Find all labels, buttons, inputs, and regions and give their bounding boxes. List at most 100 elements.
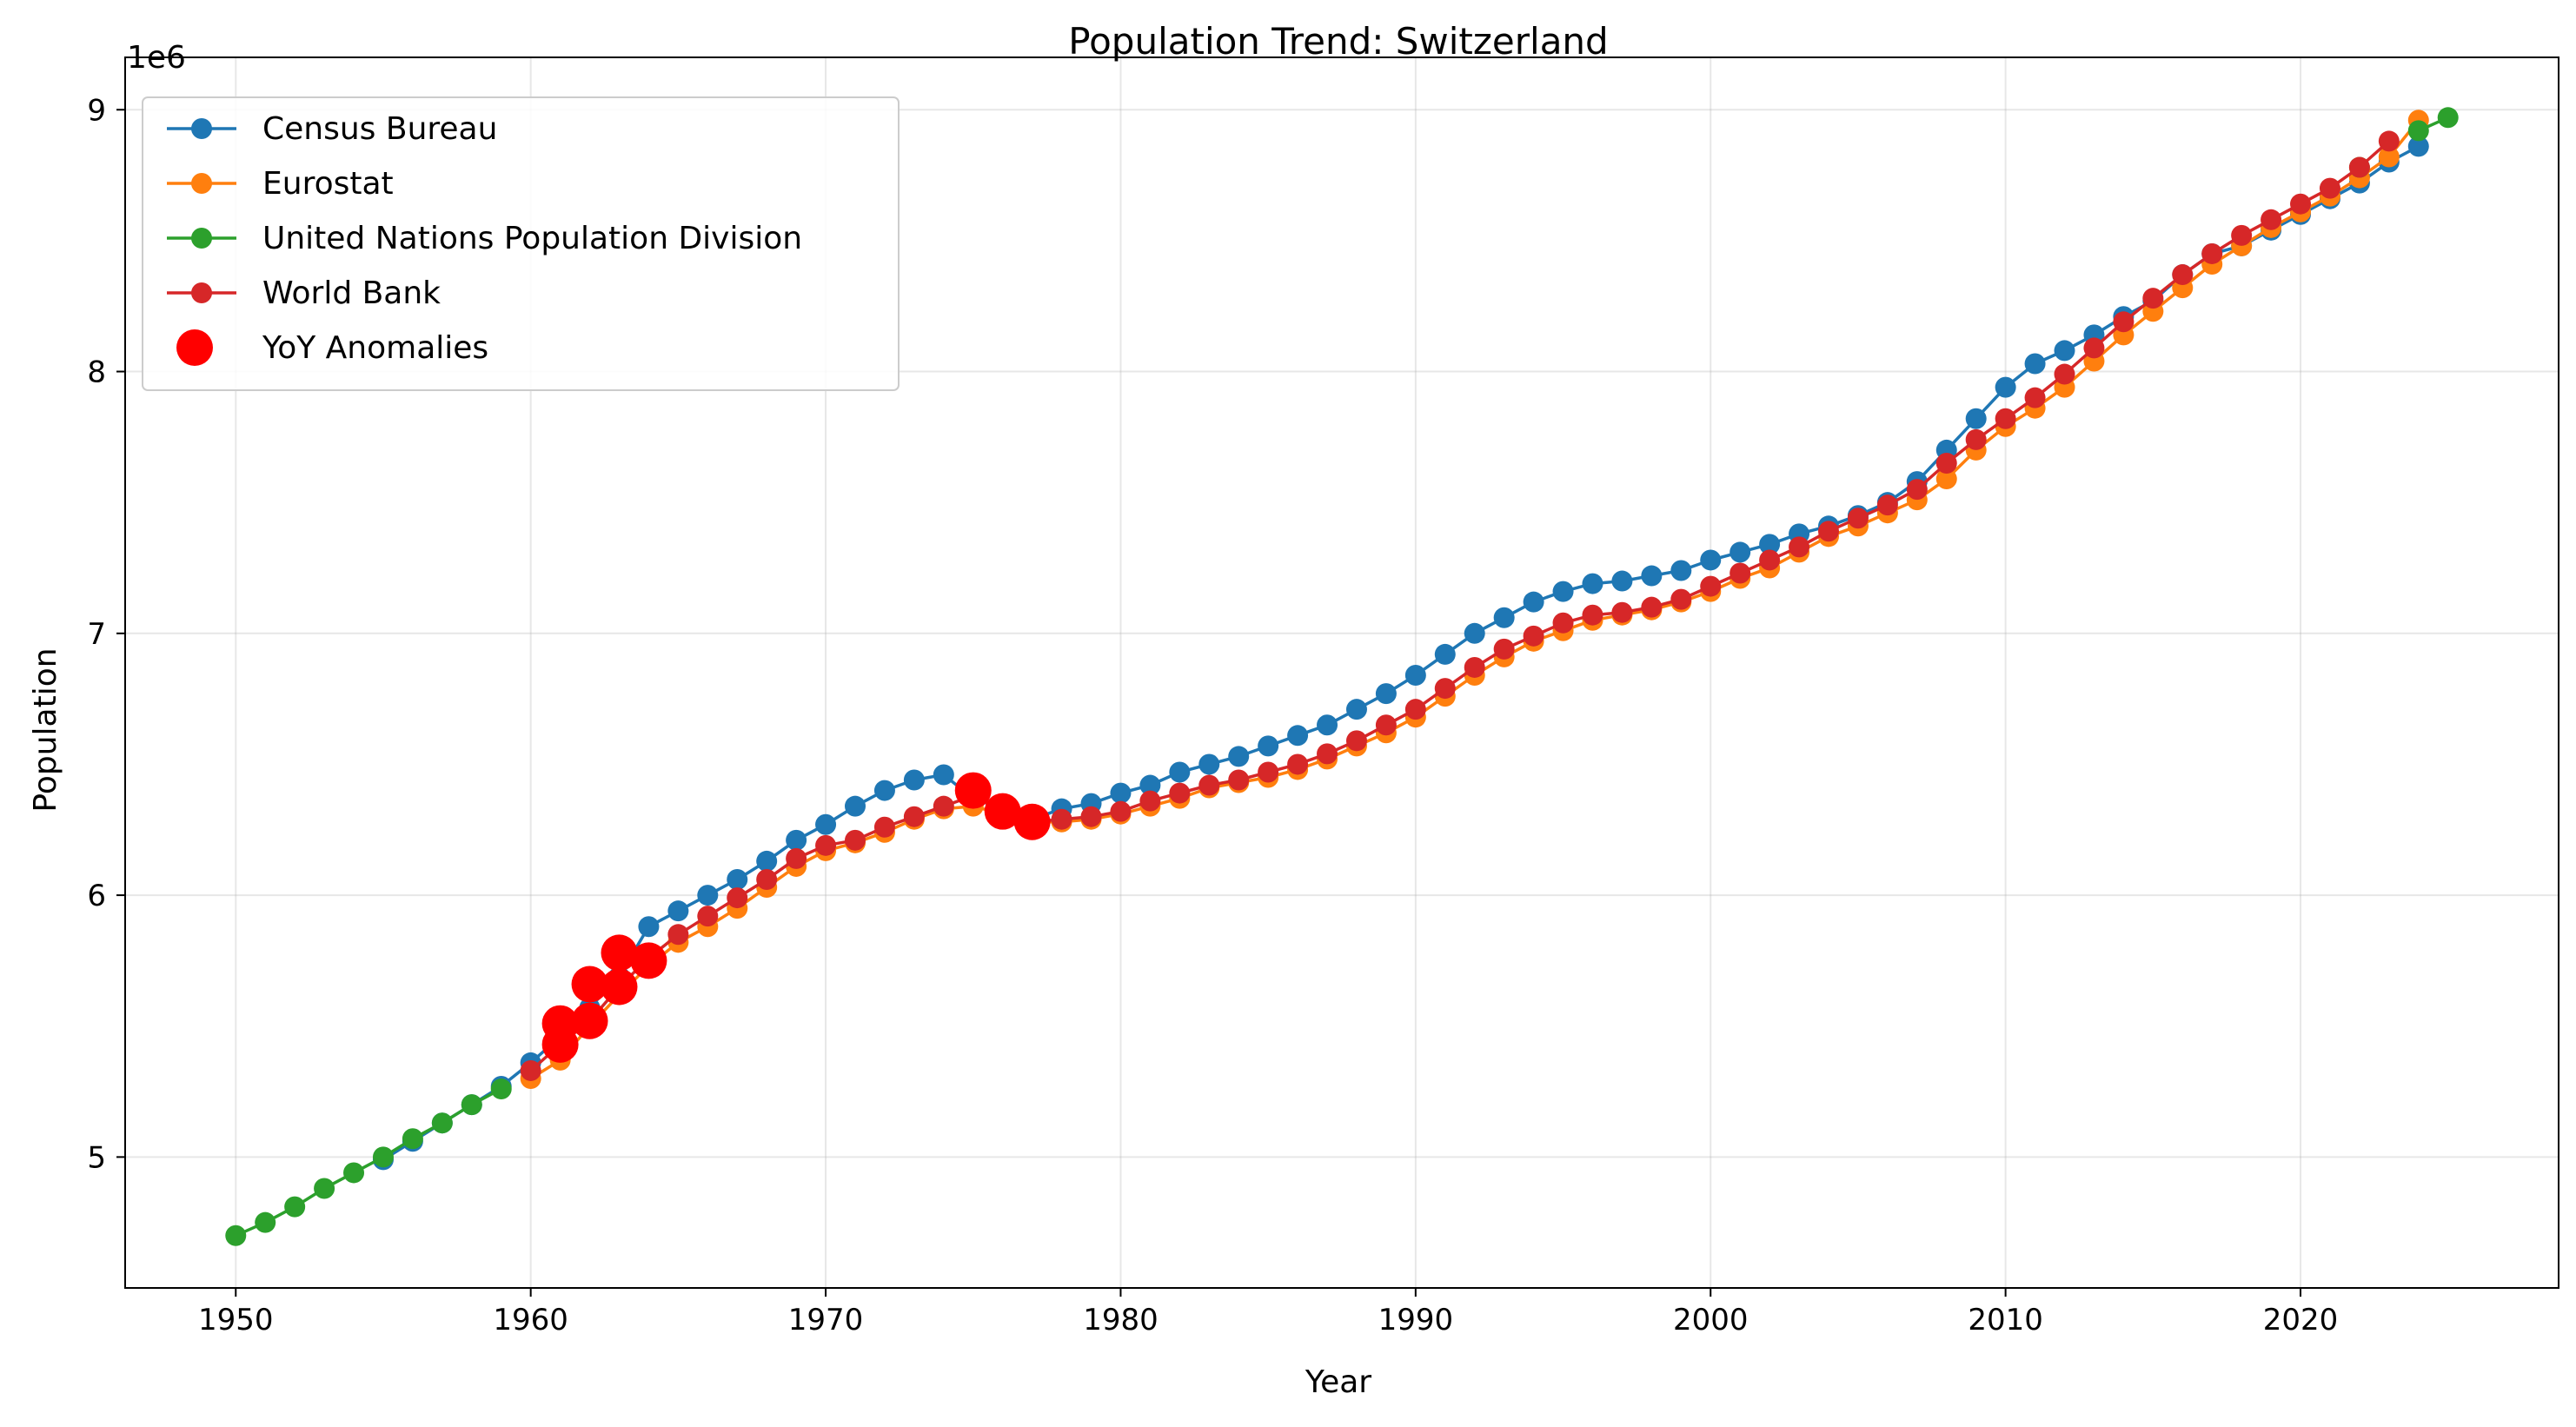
data-point-census-bureau xyxy=(786,829,807,851)
data-point-census-bureau xyxy=(1700,549,1722,571)
data-point-census-bureau xyxy=(1493,607,1515,628)
data-point-census-bureau xyxy=(1169,761,1191,783)
data-point-world-bank xyxy=(1995,408,2016,429)
data-point-eurostat xyxy=(2378,146,2400,168)
x-tick-label: 1980 xyxy=(1083,1303,1159,1337)
data-point-united-nations-population-division xyxy=(490,1079,512,1100)
anomaly-point xyxy=(954,772,992,809)
data-point-world-bank xyxy=(873,816,895,838)
data-point-census-bureau xyxy=(1228,746,1250,767)
y-axis-offset-text: 1e6 xyxy=(127,40,186,76)
data-point-world-bank xyxy=(2172,264,2194,286)
data-point-census-bureau xyxy=(1582,573,1603,594)
anomaly-point xyxy=(541,1005,579,1042)
data-point-census-bureau xyxy=(815,813,837,835)
data-point-census-bureau xyxy=(1287,725,1309,747)
data-point-world-bank xyxy=(1582,604,1603,626)
data-point-world-bank xyxy=(756,869,778,891)
data-point-world-bank xyxy=(903,806,925,827)
data-point-census-bureau xyxy=(1434,643,1456,665)
data-point-world-bank xyxy=(1375,714,1397,736)
data-point-census-bureau xyxy=(1404,665,1426,687)
data-point-world-bank xyxy=(1080,806,1102,827)
legend-marker-swatch xyxy=(191,228,212,249)
x-tick-label: 1950 xyxy=(198,1303,274,1337)
data-point-world-bank xyxy=(2113,311,2134,333)
data-point-world-bank xyxy=(2378,130,2400,152)
legend-entry-census-bureau: Census Bureau xyxy=(167,111,497,147)
y-tick-label: 6 xyxy=(87,879,106,913)
data-point-world-bank xyxy=(1611,601,1633,623)
anomaly-point xyxy=(571,966,608,1003)
data-point-census-bureau xyxy=(1345,699,1367,720)
data-point-united-nations-population-division xyxy=(2407,120,2429,142)
data-point-united-nations-population-division xyxy=(461,1094,482,1116)
data-point-world-bank xyxy=(1935,452,1957,474)
data-point-census-bureau xyxy=(1552,581,1574,602)
data-point-world-bank xyxy=(1523,625,1544,647)
chart-title: Population Trend: Switzerland xyxy=(1068,20,1608,63)
legend-entry-united-nations-population-division: United Nations Population Division xyxy=(167,221,802,256)
data-point-world-bank xyxy=(1287,753,1309,775)
y-tick-label: 7 xyxy=(87,617,106,652)
data-point-world-bank xyxy=(1051,808,1072,830)
legend-label: YoY Anomalies xyxy=(262,330,488,366)
data-point-world-bank xyxy=(1345,730,1367,752)
data-point-world-bank xyxy=(2083,337,2105,359)
data-point-census-bureau xyxy=(727,869,748,891)
y-tick-label: 5 xyxy=(87,1140,106,1175)
data-point-united-nations-population-division xyxy=(372,1146,394,1168)
legend: Census Bureau Eurostat United Nations Popu… xyxy=(142,96,900,391)
data-point-census-bureau xyxy=(1110,782,1132,804)
data-point-united-nations-population-division xyxy=(431,1112,453,1134)
data-point-world-bank xyxy=(2231,224,2253,246)
data-point-world-bank xyxy=(2024,387,2046,408)
legend-label: World Bank xyxy=(262,275,441,311)
data-point-world-bank xyxy=(1434,678,1456,700)
data-point-world-bank xyxy=(1198,774,1220,796)
anomaly-point xyxy=(601,934,638,972)
y-tick-label: 9 xyxy=(87,93,106,128)
data-point-united-nations-population-division xyxy=(402,1128,423,1150)
series-world-bank xyxy=(520,130,2400,1081)
x-tick-label: 1960 xyxy=(493,1303,568,1337)
data-point-world-bank xyxy=(2054,363,2075,385)
anomaly-point xyxy=(1013,803,1051,840)
data-point-census-bureau xyxy=(1670,560,1692,581)
data-point-census-bureau xyxy=(697,885,719,906)
data-point-world-bank xyxy=(1876,494,1898,516)
data-point-world-bank xyxy=(2348,156,2370,178)
data-point-world-bank xyxy=(1404,699,1426,720)
data-point-census-bureau xyxy=(1730,541,1751,563)
data-point-united-nations-population-division xyxy=(284,1196,306,1218)
data-point-census-bureau xyxy=(1523,591,1544,613)
data-point-census-bureau xyxy=(1641,565,1663,587)
data-point-census-bureau xyxy=(2024,353,2046,375)
data-point-united-nations-population-division xyxy=(314,1178,335,1199)
legend-marker-swatch xyxy=(191,282,212,303)
data-point-census-bureau xyxy=(845,795,866,817)
data-point-united-nations-population-division xyxy=(2437,107,2459,129)
series-line-world-bank xyxy=(529,140,2390,1072)
y-axis-label: Population xyxy=(28,647,63,812)
anomaly-layer xyxy=(541,772,1051,1063)
data-point-census-bureau xyxy=(667,900,689,922)
data-point-world-bank xyxy=(1789,536,1810,558)
anomaly-point xyxy=(984,793,1021,830)
data-point-census-bureau xyxy=(1611,570,1633,592)
legend-marker-swatch xyxy=(176,329,213,366)
legend-entry-eurostat: Eurostat xyxy=(167,166,394,202)
data-point-census-bureau xyxy=(2054,340,2075,362)
x-axis-label: Year xyxy=(1305,1364,1371,1400)
data-point-world-bank xyxy=(1906,479,1928,501)
data-point-world-bank xyxy=(1847,508,1869,529)
data-point-world-bank xyxy=(1641,596,1663,618)
series-united-nations-population-division xyxy=(225,107,2459,1246)
data-point-world-bank xyxy=(2142,288,2164,309)
axes-frame xyxy=(124,56,2559,1289)
data-point-world-bank xyxy=(1228,769,1250,791)
data-point-census-bureau xyxy=(933,764,954,786)
legend-label: Eurostat xyxy=(262,166,394,202)
